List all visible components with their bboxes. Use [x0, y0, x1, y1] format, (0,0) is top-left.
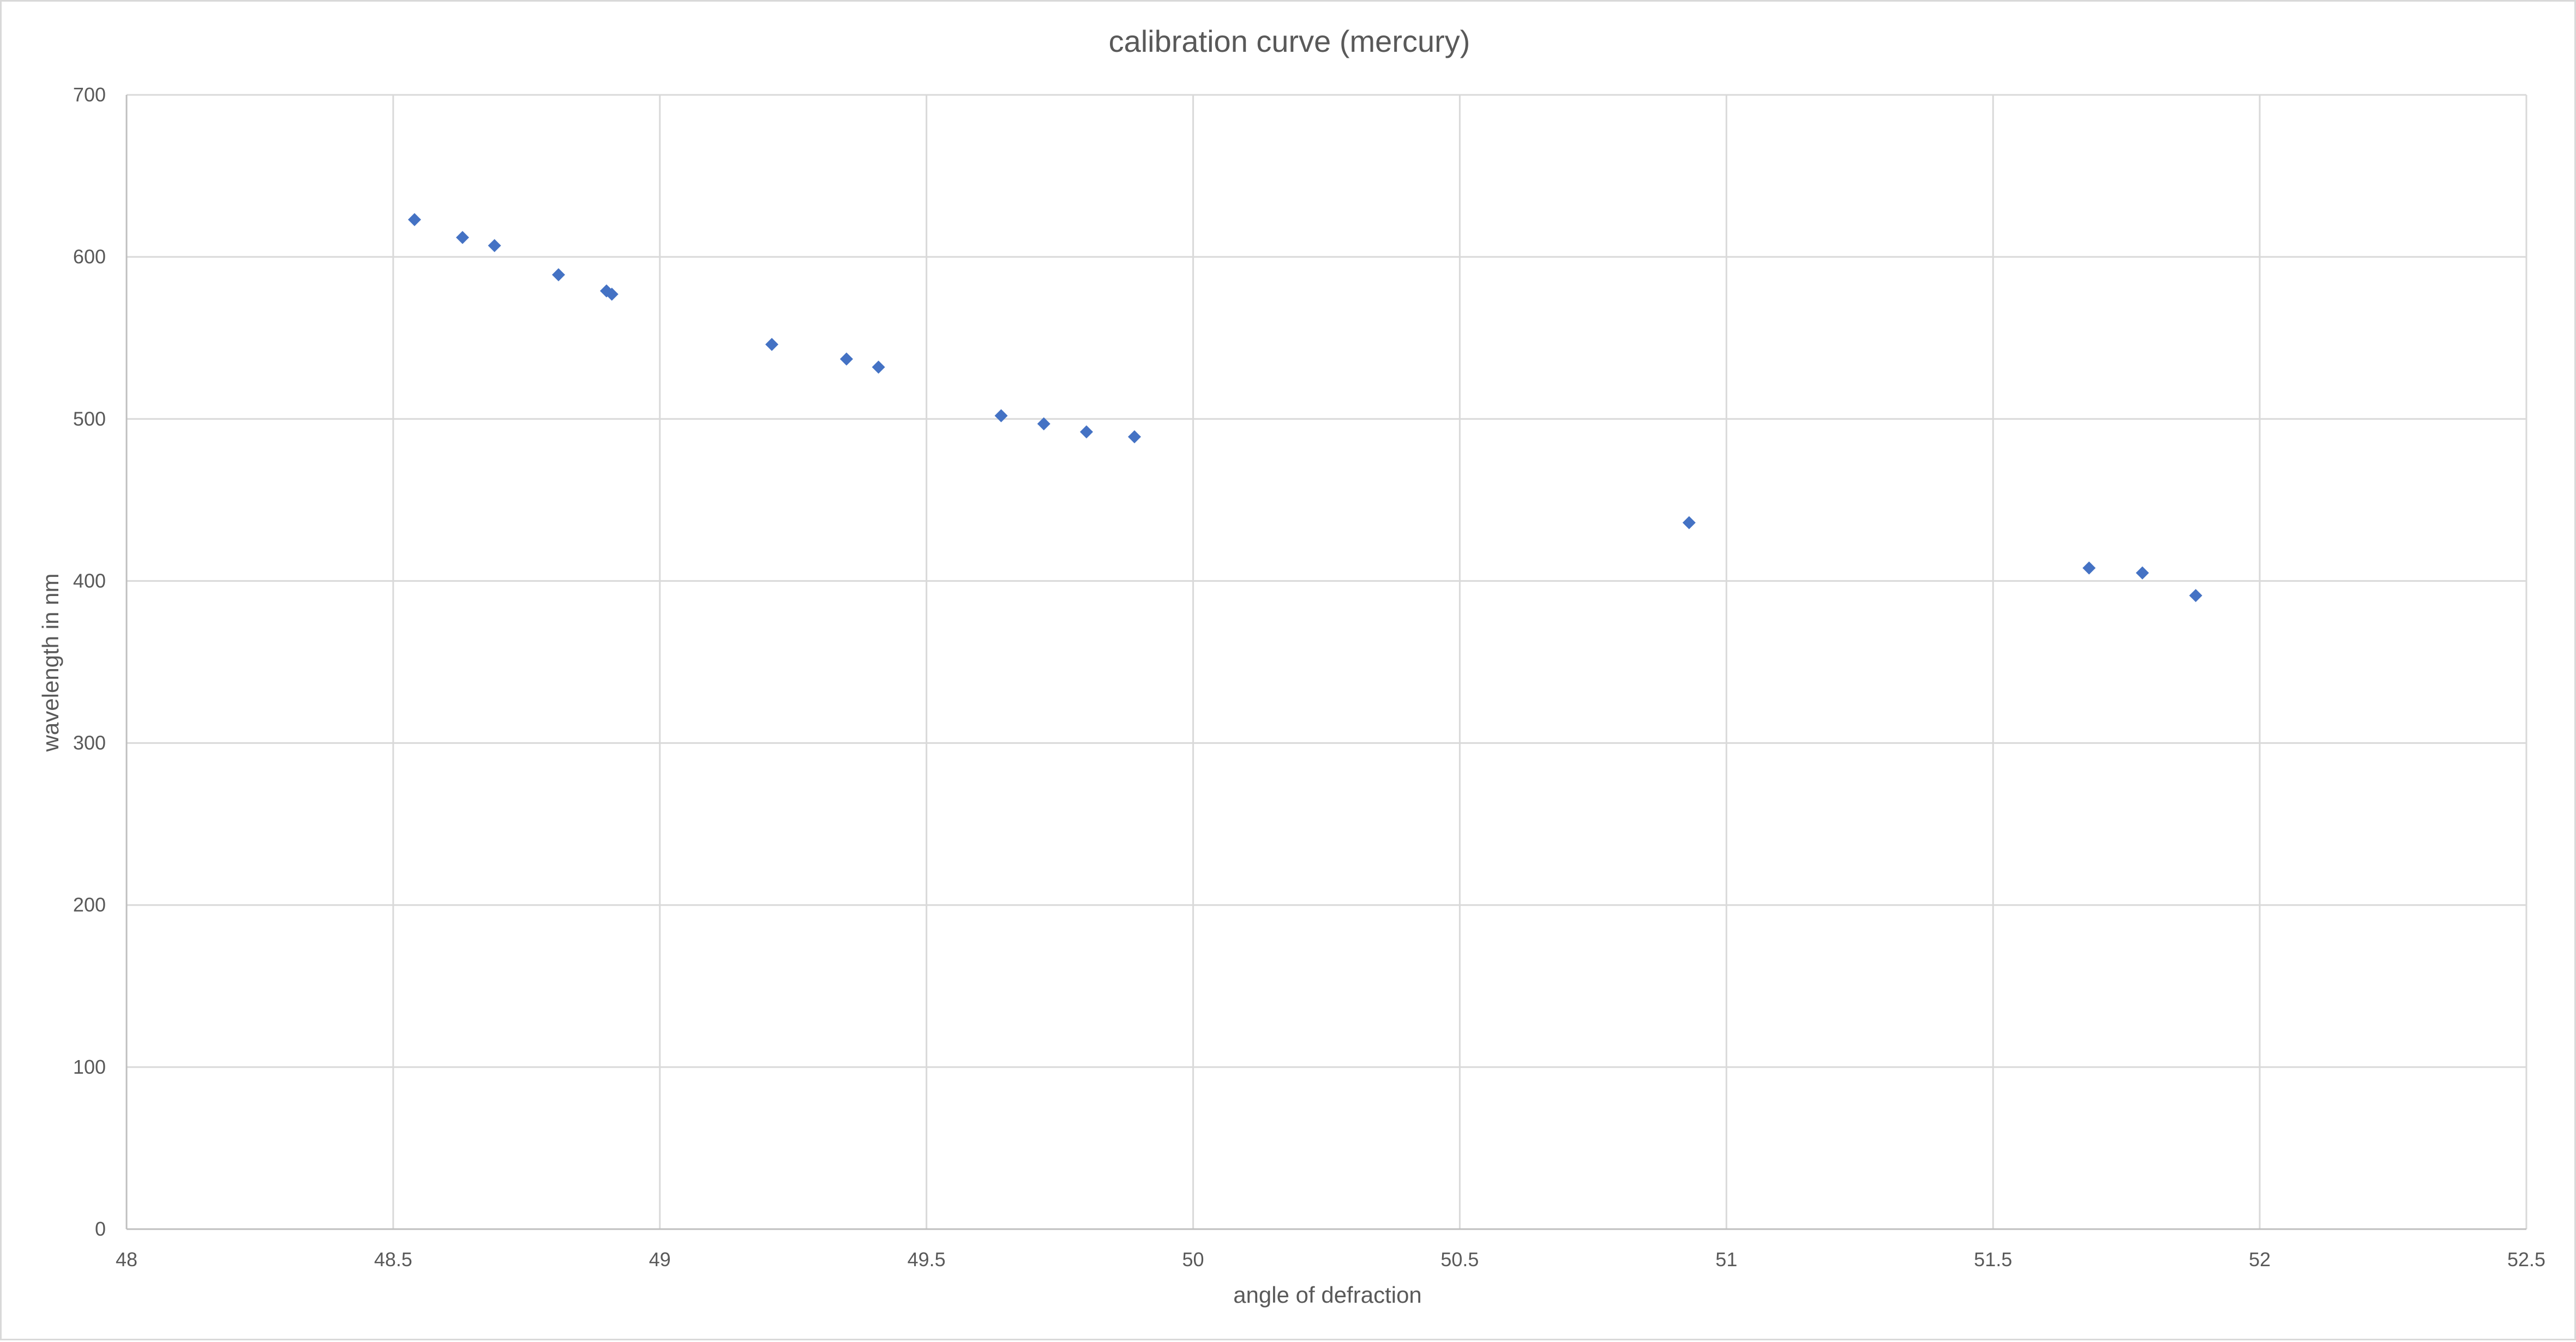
x-tick-label: 51 [1715, 1248, 1737, 1271]
axes [125, 95, 2526, 1230]
data-point [456, 231, 469, 244]
x-axis-title: angle of defraction [1233, 1282, 1422, 1308]
gridlines [127, 94, 2527, 1229]
y-tick-label: 700 [73, 83, 106, 106]
data-point [994, 409, 1008, 423]
y-tick-label: 300 [73, 732, 106, 754]
data-point [552, 268, 565, 281]
data-point [2136, 566, 2149, 580]
y-tick-label: 400 [73, 569, 106, 592]
data-point [2189, 589, 2202, 603]
data-point [2082, 561, 2096, 575]
data-point [1682, 516, 1696, 529]
x-tick-label: 49.5 [908, 1248, 946, 1271]
data-point [488, 239, 501, 252]
data-point [1037, 417, 1050, 431]
tick-labels: 0 100 200 300 400 500 600 700 48 48.5 49 49.5 50 50.5… [73, 83, 2545, 1271]
x-tick-label: 50 [1182, 1248, 1204, 1271]
data-point [765, 338, 779, 351]
y-tick-label: 600 [73, 245, 106, 268]
data-point [840, 352, 853, 366]
y-tick-label: 200 [73, 894, 106, 916]
x-tick-label: 49 [649, 1248, 671, 1271]
chart-title: calibration curve (mercury) [1109, 24, 1470, 58]
data-points [408, 213, 2202, 603]
x-tick-label: 52.5 [2507, 1248, 2545, 1271]
data-point [872, 360, 885, 374]
data-point [408, 213, 421, 226]
x-tick-label: 48.5 [374, 1248, 412, 1271]
data-point [605, 287, 619, 301]
data-point [1128, 430, 1141, 443]
x-tick-label: 51.5 [1974, 1248, 2012, 1271]
data-point [1080, 425, 1093, 439]
x-tick-label: 52 [2249, 1248, 2271, 1271]
y-tick-label: 0 [95, 1218, 106, 1240]
y-tick-label: 500 [73, 407, 106, 430]
y-axis-title: wavelength in nm [38, 574, 63, 753]
x-tick-label: 50.5 [1440, 1248, 1479, 1271]
x-tick-label: 48 [116, 1248, 137, 1271]
y-tick-label: 100 [73, 1056, 106, 1078]
